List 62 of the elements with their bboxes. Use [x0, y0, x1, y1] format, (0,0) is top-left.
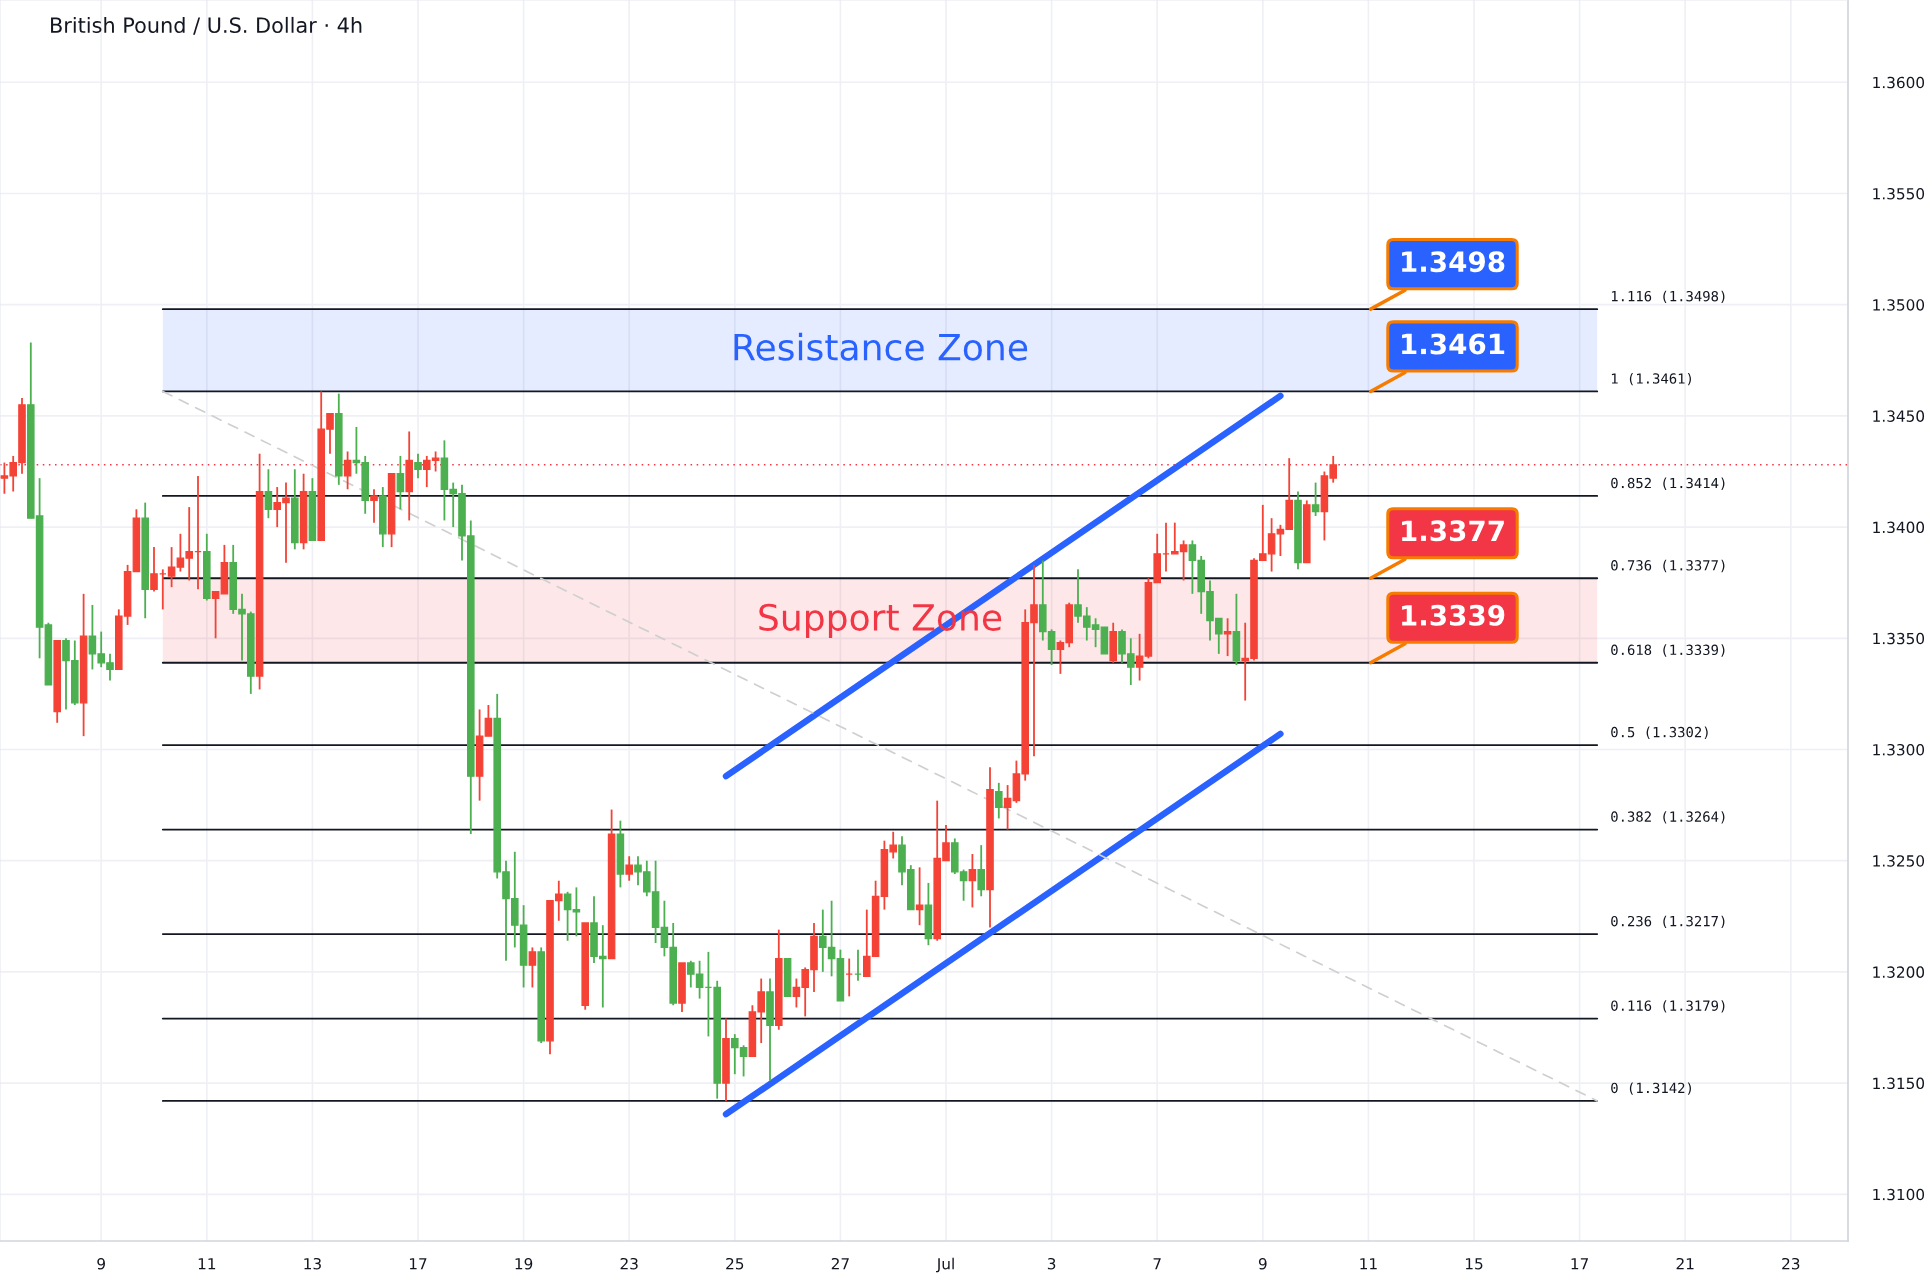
series-label: 0.116 (1.3179): [1611, 1000, 1725, 1013]
x-tick-label: 21: [1676, 1257, 1694, 1270]
candlestick: [484, 704, 493, 738]
candlestick: [264, 468, 273, 520]
series-label: 0.382 (1.3264): [1611, 811, 1725, 824]
y-tick-label: 1.3350: [1873, 632, 1925, 645]
y-tick-label: 1.3250: [1873, 855, 1925, 867]
candlestick: [370, 488, 378, 524]
y-tick-label: 1.3550: [1873, 187, 1925, 200]
annotation: 1.3377: [1402, 520, 1504, 542]
x-tick-label: Jul: [935, 1257, 954, 1273]
annotation: 1.3339: [1402, 604, 1505, 626]
x-tick-label: 7: [1153, 1258, 1161, 1270]
y-tick-label: 1.3150: [1873, 1077, 1925, 1090]
candlestick: [1003, 784, 1012, 831]
x-tick-label: 9: [1258, 1257, 1267, 1270]
candlestick: [167, 546, 176, 589]
series-label: 0.736 (1.3377): [1611, 559, 1725, 573]
x-tick-label: 17: [409, 1258, 427, 1270]
series-label: 0.852 (1.3414): [1611, 477, 1725, 490]
y-tick-label: 1.3300: [1873, 743, 1925, 756]
candlestick: [528, 946, 537, 989]
annotation: 1.3461: [1402, 333, 1505, 355]
x-tick-label: 13: [304, 1257, 321, 1270]
candlestick: [150, 546, 158, 593]
x-tick-label: 27: [831, 1257, 849, 1270]
text: British Pound / U.S. Dollar · 4h: [51, 16, 362, 35]
y-tick-label: 1.3200: [1873, 966, 1925, 978]
y-tick-label: 1.3450: [1873, 410, 1925, 422]
candlestick: [1135, 632, 1144, 682]
series-label: 0 (1.3142): [1611, 1082, 1691, 1095]
x-tick-label: 19: [515, 1257, 533, 1270]
y-tick-label: 1.3600: [1873, 76, 1925, 89]
x-tick-label: 15: [1465, 1258, 1483, 1270]
x-tick-label: 11: [198, 1258, 216, 1270]
series-label: 1 (1.3461): [1611, 373, 1691, 386]
y-tick-label: 1.3100: [1873, 1188, 1925, 1201]
y-tick-label: 1.3500: [1873, 299, 1925, 311]
x-tick-label: 17: [1571, 1258, 1589, 1270]
series-label: 0.236 (1.3217): [1611, 915, 1725, 929]
candlestick: [977, 844, 985, 898]
candlestick: [563, 890, 572, 942]
x-tick-label: 11: [1360, 1258, 1377, 1270]
x-tick-label: 25: [726, 1257, 744, 1270]
candlestick: [343, 450, 352, 491]
candlestick: [396, 455, 405, 511]
x-tick-label: 3: [1047, 1257, 1056, 1270]
x-tick-label: 23: [620, 1257, 638, 1270]
x-tick-label: 23: [1782, 1257, 1800, 1270]
candlestick: [1311, 481, 1320, 517]
y-tick-label: 1.3400: [1873, 521, 1925, 534]
x-tick-label: 9: [97, 1257, 105, 1270]
series-label: 0.618 (1.3339): [1611, 644, 1725, 657]
candlestick: [414, 452, 422, 480]
series-label: 0.5 (1.3302): [1611, 726, 1708, 739]
candlestick: [211, 590, 220, 640]
series-label: 1.116 (1.3498): [1611, 290, 1725, 304]
candlestick: [995, 781, 1003, 820]
annotation: 1.3498: [1402, 251, 1505, 273]
candlestick: [625, 855, 633, 882]
candlestick: [968, 853, 977, 909]
band-label: Resistance Zone: [734, 332, 1028, 361]
